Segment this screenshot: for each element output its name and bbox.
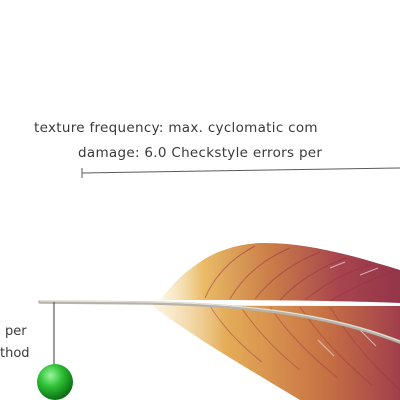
feather-rachis	[38, 300, 400, 344]
legend-scale-bar	[81, 167, 400, 178]
legend-damage: damage: 6.0 Checkstyle errors per	[78, 145, 323, 161]
feather-icon	[150, 242, 400, 400]
green-node-icon[interactable]	[37, 364, 73, 400]
side-label-line2: thod	[0, 346, 30, 361]
side-label-line1: per	[5, 324, 27, 339]
legend-texture-frequency: texture frequency: max. cyclomatic com	[34, 120, 318, 136]
